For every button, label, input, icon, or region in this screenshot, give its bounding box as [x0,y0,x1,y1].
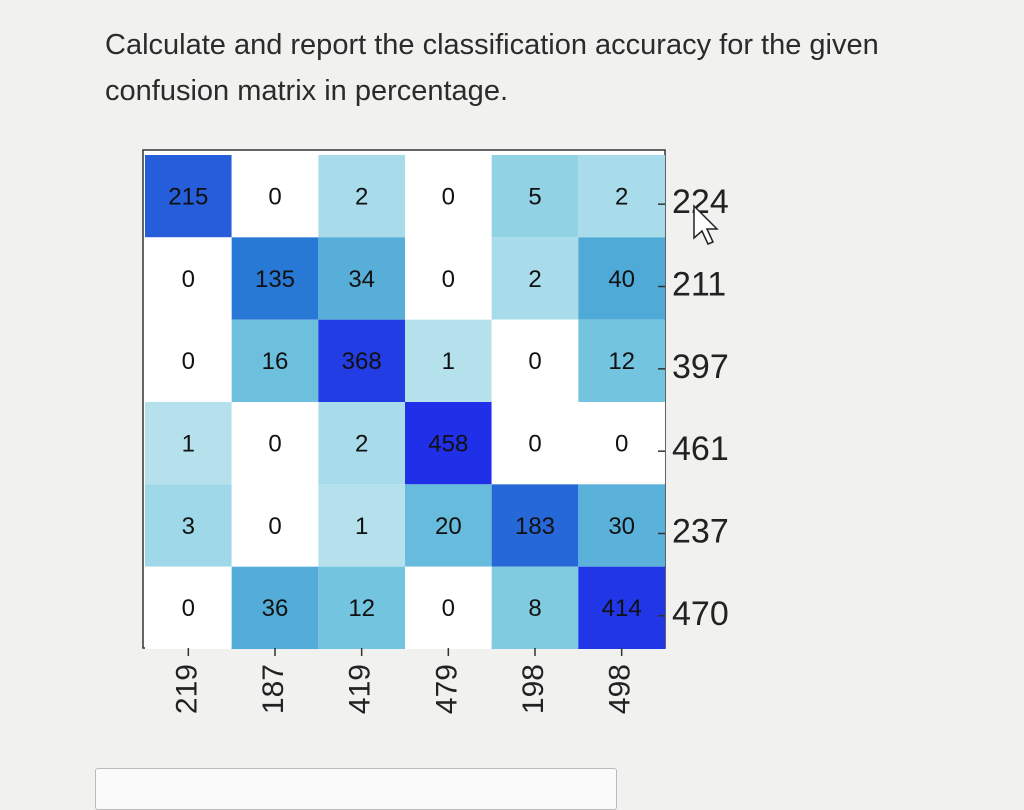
matrix-cell [231,155,319,238]
matrix-cell [145,155,232,238]
matrix-cell [405,402,492,485]
matrix-cell [231,237,319,320]
matrix-cell [231,402,319,485]
cell-value: 2 [615,184,628,211]
cell-value: 2 [355,184,368,211]
matrix-cell [578,484,665,567]
matrix-cell [318,319,405,402]
matrix-cell [405,237,492,320]
matrix-cell [231,319,319,402]
row-total: 237 [672,512,729,550]
cell-value: 1 [355,513,368,540]
cell-value: 0 [182,595,195,622]
cell-value: 40 [608,266,635,293]
cell-value: 0 [442,595,455,622]
row-total: 470 [672,595,729,633]
matrix-cell [578,566,665,649]
row-total: 211 [672,265,726,303]
cell-value: 1 [442,348,455,375]
matrix-cell [491,402,579,485]
cell-value: 0 [528,348,541,375]
matrix-cell [145,402,232,485]
matrix-cell [145,319,232,402]
column-total: 498 [604,664,637,714]
matrix-cell [145,484,232,567]
matrix-cell [145,237,232,320]
matrix-cell [491,566,579,649]
question-text: Calculate and report the classification … [105,29,879,107]
column-total: 198 [517,664,550,714]
matrix-cell [231,484,319,567]
cell-value: 215 [168,184,208,211]
page: Calculate and report the classification … [95,29,879,810]
cell-value: 0 [182,266,195,293]
cell-value: 0 [528,431,541,458]
column-total: 187 [257,664,290,714]
matrix-cell [318,237,405,320]
matrix-cell [491,155,579,238]
matrix-cell [318,566,405,649]
cell-value: 34 [348,266,375,293]
matrix-cell [578,155,665,238]
matrix-cell [578,237,665,320]
cell-value: 12 [348,595,375,622]
cell-value: 0 [268,431,281,458]
column-total: 419 [344,664,377,714]
matrix-cell [405,484,492,567]
column-total: 479 [430,664,463,714]
cell-value: 8 [528,595,541,622]
matrix-cell [491,484,579,567]
cell-value: 0 [268,184,281,211]
labels: 215 0 2 0 5 20 135 34 0 2 400 16 368 1 0 121 0 2 458 0 03 0 1 2… [168,183,728,714]
matrix-cell [405,319,492,402]
row-total: 461 [672,430,729,468]
cell-value: 3 [182,513,195,540]
cell-value: 36 [262,595,289,622]
cell-value: 12 [608,348,635,375]
cell-value: 2 [528,266,541,293]
column-total: 219 [170,664,203,714]
matrix-cell [318,155,405,238]
cell-value: 2 [355,431,368,458]
cell-value: 458 [428,431,468,458]
matrix-cell [231,566,319,649]
cell-value: 414 [602,595,642,622]
matrix-cell [405,155,492,238]
cell-value: 0 [268,513,281,540]
cell-value: 16 [262,348,289,375]
matrix-cell [578,319,665,402]
matrix-cell [491,237,579,320]
cell-value: 135 [255,266,295,293]
matrix-cell [405,566,492,649]
cell-value: 183 [515,513,555,540]
matrix-cell [578,402,665,485]
answer-input[interactable] [95,768,617,810]
mouse-cursor [693,204,719,245]
confusion-matrix: 215 0 2 0 5 20 135 34 0 2 400 16 368 1 0 121 0 2 458 0 03 0 1 2… [142,149,729,714]
matrix-cell [318,484,405,567]
cell-value: 0 [182,348,195,375]
cell-value: 5 [528,184,541,211]
cell-value: 20 [435,513,462,540]
cell-value: 368 [342,348,382,375]
cell-value: 1 [182,431,195,458]
cell-value: 0 [615,431,628,458]
matrix-cell [145,566,232,649]
matrix-cell [491,319,579,402]
row-total: 397 [672,348,729,386]
cell-value: 0 [442,184,455,211]
cells [145,155,665,649]
matrix-cell [318,402,405,485]
cell-value: 0 [442,266,455,293]
cell-value: 30 [608,513,635,540]
